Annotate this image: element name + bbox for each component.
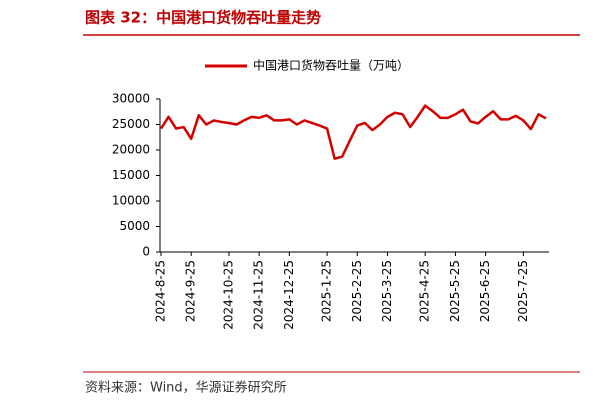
x-tick-label: 2024-8-25 [154,260,168,322]
y-tick-label: 15000 [112,168,150,182]
y-tick-label: 0 [142,245,150,259]
x-tick-label: 2024-9-25 [184,260,198,322]
line-series [159,104,547,160]
y-tick-label: 20000 [112,143,150,157]
chart-title: 图表 32：中国港口货物吞吐量走势 [85,9,321,27]
x-tick-label: 2025-5-25 [448,260,462,322]
y-tick-label: 10000 [112,194,150,208]
x-tick-label: 2025-4-25 [418,260,432,322]
y-tick-label: 25000 [112,117,150,131]
x-tick-label: 2025-6-25 [478,260,492,322]
legend-label: 中国港口货物吞吐量（万吨） [253,58,409,73]
x-tick-label: 2024-10-25 [221,260,235,330]
x-tick-label: 2024-11-25 [252,260,266,330]
x-tick-label: 2024-12-25 [282,260,296,330]
y-tick-label: 30000 [112,92,150,106]
x-tick-label: 2025-3-25 [380,260,394,322]
x-tick-label: 2025-2-25 [350,260,364,322]
x-tick-label: 2025-7-25 [516,260,530,322]
x-tick-label: 2025-1-25 [320,260,334,322]
y-tick-label: 5000 [119,219,150,233]
source: 资料来源：Wind，华源证券研究所 [85,380,287,396]
